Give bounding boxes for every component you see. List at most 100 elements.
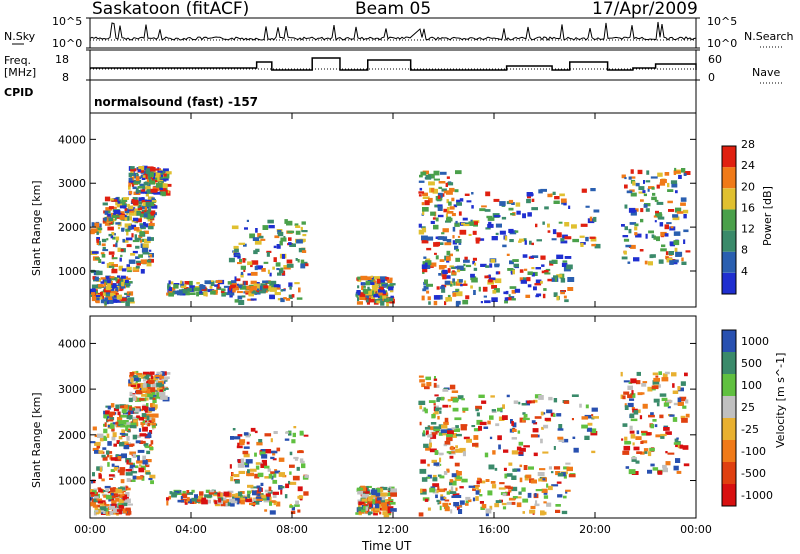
ytick-label: 3000 [58,177,86,190]
echo-cell [528,400,535,404]
echo-cell [571,394,579,397]
echo-cell [531,198,535,202]
echo-cell [480,506,485,510]
echo-cell [232,289,236,293]
echo-cell [294,458,299,461]
echo-cell [111,294,114,300]
echo-cell [472,497,476,502]
echo-cell [237,463,245,468]
echo-cell [104,416,110,419]
colorbar-tick-label: 500 [741,357,762,370]
echo-cell [96,238,99,243]
echo-cell [379,276,387,281]
echo-cell [134,211,138,216]
echo-cell [222,499,228,504]
echo-cell [180,280,183,285]
echo-cell [108,505,116,510]
echo-cell [518,441,524,446]
echo-cell [115,299,122,303]
echo-cell [659,414,664,419]
echo-cell [301,250,307,253]
echo-cell [117,247,121,252]
echo-cell [503,449,509,453]
echo-cell [280,486,285,489]
echo-cell [145,459,152,463]
echo-cell [494,263,500,267]
echo-cell [181,493,188,499]
nsearch-tick-bottom: 10^0 [707,37,738,50]
echo-cell [635,436,642,440]
echo-cell [264,495,270,501]
echo-cell [95,225,101,229]
echo-cell [501,502,507,506]
echo-cell [661,397,668,402]
echo-cell [502,506,507,510]
echo-cell [453,428,460,432]
echo-cell [145,191,149,197]
freq-tick-top: 18 [55,53,69,66]
echo-cell [541,264,545,267]
echo-cell [459,486,464,489]
echo-cell [113,467,119,471]
echo-cell [127,510,132,515]
echo-cell [556,413,562,417]
echo-cell [143,191,147,194]
echo-cell [156,382,162,387]
colorbar-tick-label: 4 [741,265,748,278]
echo-cell [260,238,266,241]
echo-cell [126,294,130,297]
echo-cell [665,431,672,435]
echo-cell [506,297,512,301]
echo-cell [256,485,261,489]
echo-cell [135,370,139,374]
echo-cell [128,205,134,210]
echo-cell [269,280,277,286]
echo-cell [439,242,444,245]
echo-cell [132,239,140,243]
echo-cell [452,493,460,497]
echo-cell [623,238,630,242]
echo-cell [652,192,656,196]
echo-cell [104,412,108,417]
echo-cell [115,497,120,502]
echo-cell [421,235,428,241]
echo-cell [422,192,428,196]
echo-cell [148,249,152,252]
echo-cell [564,222,570,227]
echo-cell [370,279,373,284]
nsky-label: N.Sky [4,30,36,43]
echo-cell [440,496,446,501]
echo-cell [264,476,270,479]
echo-cell [134,465,139,469]
echo-cell [377,497,382,501]
echo-cell [376,278,381,284]
echo-cell [148,420,153,423]
echo-cell [113,408,120,412]
echo-cell [98,510,104,513]
echo-cell [135,256,140,259]
echo-cell [177,499,184,503]
echo-cell [142,375,147,379]
echo-cell [462,410,466,413]
echo-cell [247,490,251,494]
colorbar-segment [722,484,736,506]
echo-cell [105,505,110,508]
echo-cell [386,301,389,307]
echo-cell [273,245,277,249]
echo-cell [272,491,279,495]
echo-cell [157,170,163,173]
echo-cell [519,447,526,452]
echo-cell [377,507,383,511]
echo-cell [270,438,273,443]
echo-cell [441,424,448,429]
echo-cell [147,214,154,218]
echo-cell [495,232,499,236]
echo-cell [280,489,283,495]
echo-cell [92,504,98,508]
echo-cell [105,488,109,492]
echo-cell [373,276,380,280]
echo-cell [143,213,149,218]
echo-cell [147,208,152,212]
echo-cell [493,288,500,293]
echo-cell [297,509,301,513]
